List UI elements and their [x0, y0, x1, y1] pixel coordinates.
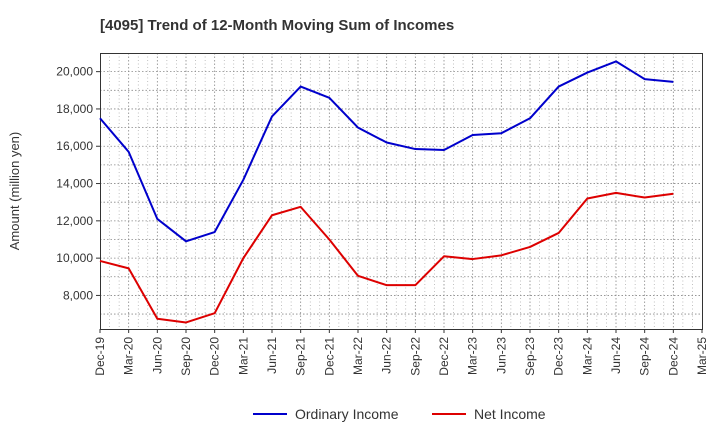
x-tick-label: Sep-21: [294, 337, 308, 376]
y-tick-label: 16,000: [56, 139, 93, 153]
x-tick-label: Dec-19: [93, 337, 107, 376]
y-tick-label: 18,000: [56, 102, 93, 116]
y-tick-label: 10,000: [56, 251, 93, 265]
x-tick-label: Jun-21: [265, 337, 279, 374]
legend: Ordinary Income Net Income: [253, 406, 546, 422]
legend-label: Ordinary Income: [295, 406, 399, 422]
x-tick-label: Mar-23: [466, 337, 480, 375]
series-line-net-income: [99, 191, 674, 324]
x-tick-label: Mar-21: [236, 337, 250, 375]
x-tick-label: Jun-24: [609, 337, 623, 374]
x-tick-label: Dec-21: [322, 337, 336, 376]
x-tick-label: Sep-22: [408, 337, 422, 376]
x-tick-label: Jun-23: [494, 337, 508, 374]
x-axis: Dec-19 Mar-20 Jun-20 Sep-20 Dec-20 Mar-21 Jun-…: [93, 329, 709, 376]
x-tick-label: Dec-23: [552, 337, 566, 376]
y-tick-label: 12,000: [56, 214, 93, 228]
plot-area: [100, 53, 703, 330]
x-tick-label: Mar-24: [580, 337, 594, 375]
y-tick-label: 14,000: [56, 177, 93, 191]
x-tick-label: Mar-25: [695, 337, 709, 375]
chart-title: [4095] Trend of 12-Month Moving Sum of I…: [100, 17, 454, 34]
x-tick-label: Sep-23: [523, 337, 537, 376]
grid: [100, 53, 702, 329]
x-tick-label: Jun-22: [380, 337, 394, 374]
x-tick-label: Dec-20: [208, 337, 222, 376]
x-tick-label: Sep-20: [179, 337, 193, 376]
x-tick-label: Sep-24: [638, 337, 652, 376]
x-tick-label: Jun-20: [150, 337, 164, 374]
y-tick-label: 20,000: [56, 65, 93, 79]
legend-label: Net Income: [474, 406, 546, 422]
y-axis: 8,000 10,000 12,000 14,000 16,000 18,000 20,00…: [56, 65, 100, 302]
x-tick-label: Mar-22: [351, 337, 365, 375]
x-tick-label: Dec-24: [666, 337, 680, 376]
y-tick-label: 8,000: [63, 288, 93, 302]
series-line-ordinary-income: [99, 60, 674, 243]
y-axis-label: Amount (million yen): [7, 132, 22, 251]
x-tick-label: Mar-20: [122, 337, 136, 375]
series-layer: [99, 60, 674, 324]
x-tick-label: Dec-22: [437, 337, 451, 376]
